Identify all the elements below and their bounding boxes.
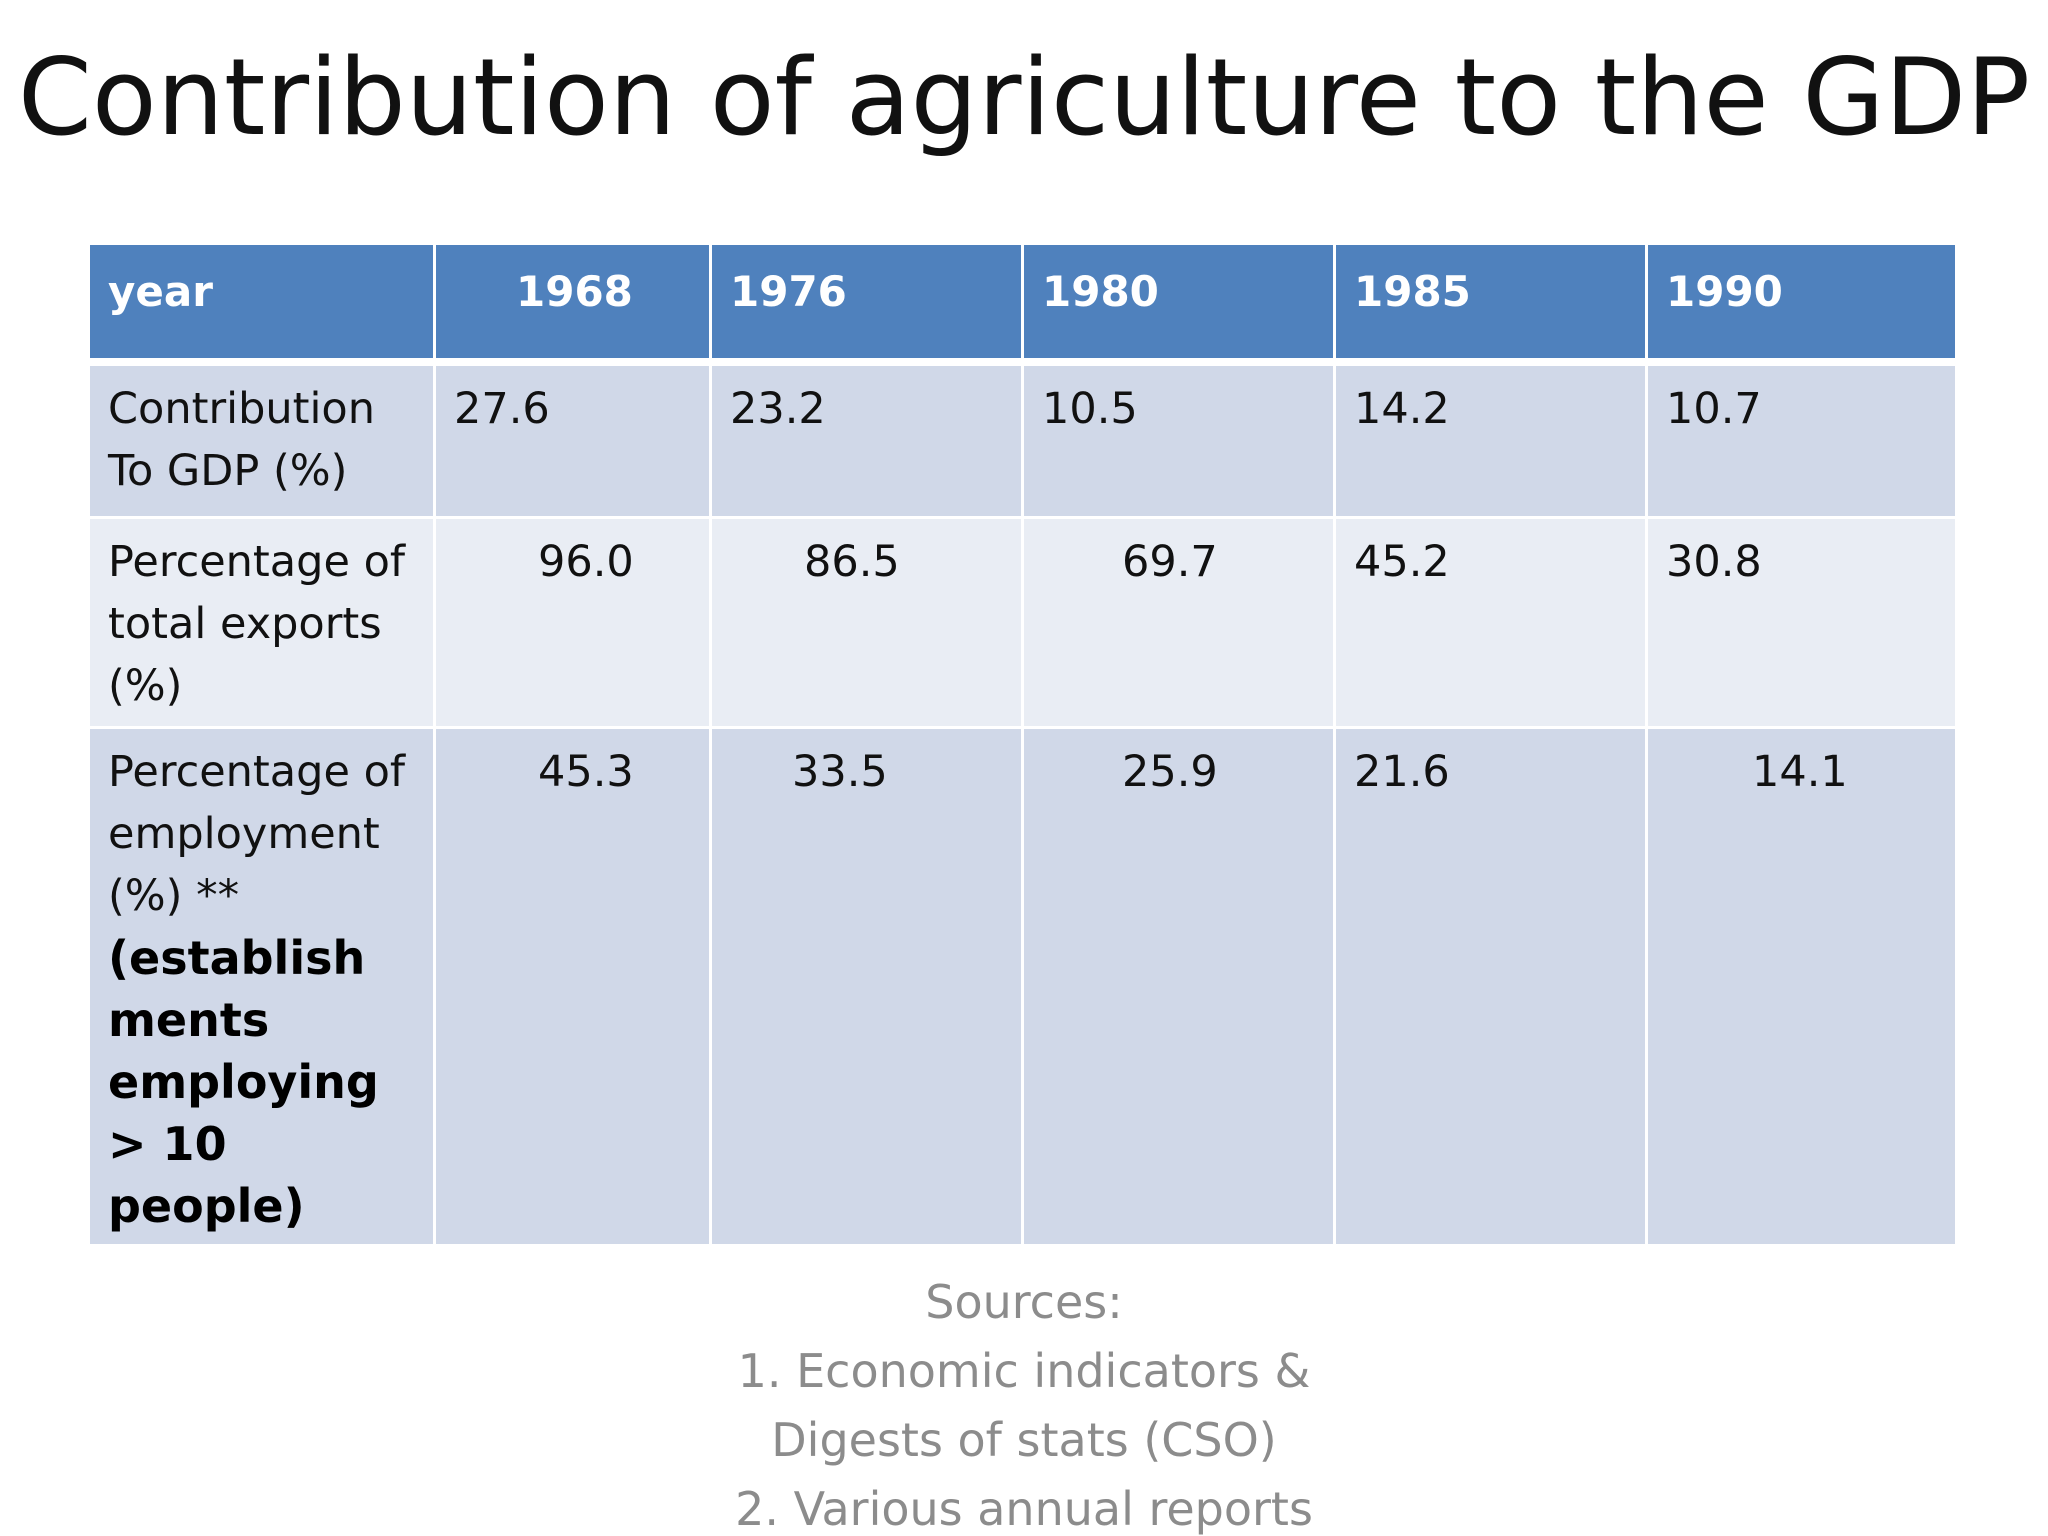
row-label-text: Percentage of employment (%) ** <box>108 747 406 921</box>
row-label-text: Percentage of total exports (%) <box>108 537 406 711</box>
row-label-employment: Percentage of employment (%) ** (establi… <box>87 726 436 1247</box>
table-cell: 27.6 <box>433 360 712 519</box>
header-year-label: year <box>87 242 436 366</box>
table-row: Percentage of employment (%) ** (establi… <box>87 726 1958 1247</box>
table-cell: 14.1 <box>1645 726 1958 1247</box>
header-year-1990: 1990 <box>1645 242 1958 366</box>
row-label-gdp: Contribution To GDP (%) <box>87 360 436 519</box>
table-cell: 86.5 <box>709 516 1024 729</box>
row-label-exports: Percentage of total exports (%) <box>87 516 436 729</box>
sources-block: Sources: 1. Economic indicators & Digest… <box>0 1268 2048 1536</box>
header-year-1985: 1985 <box>1333 242 1648 366</box>
row-label-text: Contribution To GDP (%) <box>108 383 375 496</box>
table-cell: 96.0 <box>433 516 712 729</box>
table-cell: 33.5 <box>709 726 1024 1247</box>
agriculture-gdp-table: year 1968 1976 1980 1985 1990 Contributi… <box>87 242 1958 1247</box>
sources-line: 1. Economic indicators & <box>737 1344 1311 1398</box>
table-cell: 10.5 <box>1021 360 1336 519</box>
sources-line: 2. Various annual reports <box>735 1482 1313 1536</box>
table-row: Percentage of total exports (%) 96.0 86.… <box>87 516 1958 729</box>
table-cell: 14.2 <box>1333 360 1648 519</box>
header-year-1980: 1980 <box>1021 242 1336 366</box>
table-cell: 45.3 <box>433 726 712 1247</box>
sources-line: Digests of stats (CSO) <box>771 1413 1277 1467</box>
header-year-1976: 1976 <box>709 242 1024 366</box>
table-cell: 69.7 <box>1021 516 1336 729</box>
table-cell: 30.8 <box>1645 516 1958 729</box>
table-header-row: year 1968 1976 1980 1985 1990 <box>87 242 1958 366</box>
table-cell: 23.2 <box>709 360 1024 519</box>
table-cell: 10.7 <box>1645 360 1958 519</box>
slide-title: Contribution of agriculture to the GDP <box>17 36 2031 159</box>
sources-heading: Sources: <box>925 1275 1123 1329</box>
table-cell: 21.6 <box>1333 726 1648 1247</box>
table-row: Contribution To GDP (%) 27.6 23.2 10.5 1… <box>87 360 1958 519</box>
header-year-1968: 1968 <box>433 242 712 366</box>
row-label-note: (establish ments employing > 10 people) <box>108 931 379 1233</box>
table-cell: 45.2 <box>1333 516 1648 729</box>
table-cell: 25.9 <box>1021 726 1336 1247</box>
